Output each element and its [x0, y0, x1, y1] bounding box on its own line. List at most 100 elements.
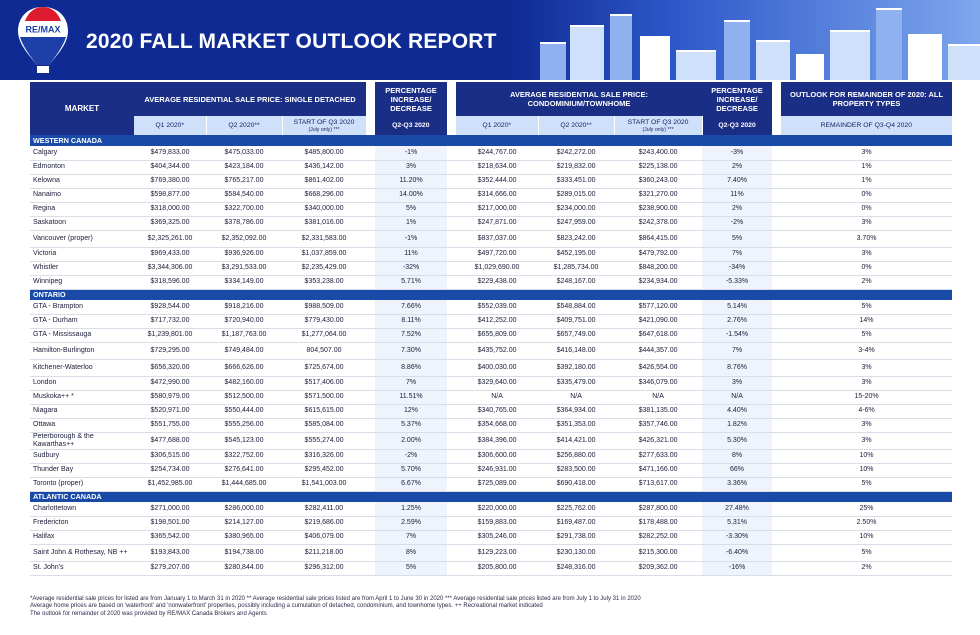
condo-header: AVERAGE RESIDENTIAL SALE PRICE: CONDOMIN…: [456, 82, 703, 116]
condo-change-cell: 1.82%: [702, 418, 773, 433]
sd-q1-cell: $254,734.00: [134, 463, 206, 478]
condo-q2-cell: $169,487.00: [538, 516, 615, 531]
condo-q3-cell: $282,252.00: [614, 530, 703, 545]
sd-change-cell: 7.52%: [375, 328, 448, 343]
condo-q3-cell: $243,400.00: [614, 146, 703, 161]
sd-q1-cell: $365,542.00: [134, 530, 206, 545]
market-name-cell: Hamilton-Burlington: [30, 342, 134, 360]
condo-q1-cell: $354,668.00: [456, 418, 539, 433]
sd-q3-cell: $517,406.00: [282, 376, 367, 391]
condo-q3-cell: $238,900.00: [614, 202, 703, 217]
table-row: Saint John & Rothesay, NB ++ $193,843.00 $…: [30, 544, 953, 562]
table-row: Thunder Bay $254,734.00 $276,641.00 $295,45…: [30, 463, 953, 478]
condo-change-cell: 2%: [702, 202, 773, 217]
condo-change-cell: 8%: [702, 449, 773, 464]
sd-q2-cell: $765,217.00: [206, 174, 282, 189]
sd-q1-cell: $271,000.00: [134, 502, 206, 517]
condo-q3-cell: $426,321.00: [614, 432, 703, 450]
condo-q3-cell: $360,243.00: [614, 174, 703, 189]
sd-q1-header: Q1 2020*: [134, 116, 207, 135]
header-banner: RE/MAX 2020 FALL MARKET OUTLOOK REPORT: [0, 0, 980, 80]
condo-q3-cell: $864,415.00: [614, 230, 703, 248]
market-name-cell: Kelowna: [30, 174, 134, 189]
sd-q1-cell: $717,732.00: [134, 314, 206, 329]
market-name-cell: Fredericton: [30, 516, 134, 531]
condo-q3-cell: N/A: [614, 390, 703, 405]
condo-q3-cell: $444,357.00: [614, 342, 703, 360]
market-name-cell: Calgary: [30, 146, 134, 161]
condo-change-cell: -34%: [702, 261, 773, 276]
outlook-cell: 2.50%: [781, 516, 953, 531]
condo-change-cell: 5.14%: [702, 300, 773, 315]
sd-q2-cell: $475,033.00: [206, 146, 282, 161]
condo-q1-cell: $247,871.00: [456, 216, 539, 231]
table-row: GTA - Durham $717,732.00 $720,940.00 $779,4…: [30, 314, 953, 329]
outlook-cell: 5%: [781, 300, 953, 315]
single-detached-pct-header: PERCENTAGE INCREASE/ DECREASE: [375, 82, 448, 116]
outlook-cell: 3%: [781, 247, 953, 262]
sd-q3-cell: $296,312.00: [282, 561, 367, 576]
market-name-cell: Kitchener-Waterloo: [30, 359, 134, 377]
table-row: Kelowna $769,380.00 $765,217.00 $861,402.00…: [30, 174, 953, 189]
sd-change-cell: 6.67%: [375, 477, 448, 492]
condo-q3-cell: $234,934.00: [614, 275, 703, 290]
condo-q3-cell: $471,166.00: [614, 463, 703, 478]
table-row: GTA - Brampton $928,544.00 $918,216.00 $988…: [30, 300, 953, 315]
outlook-cell: 0%: [781, 202, 953, 217]
condo-change-cell: -3%: [702, 146, 773, 161]
sd-q1-cell: $656,320.00: [134, 359, 206, 377]
sd-q2-cell: $720,940.00: [206, 314, 282, 329]
condo-q1-cell: $205,800.00: [456, 561, 539, 576]
outlook-cell: 10%: [781, 463, 953, 478]
outlook-sub-header: REMAINDER OF Q3-Q4 2020: [781, 116, 953, 135]
sd-q3-cell: $1,277,064.00: [282, 328, 367, 343]
condo-change-cell: 27.48%: [702, 502, 773, 517]
condo-q3-cell: $357,746.00: [614, 418, 703, 433]
sd-change-cell: 5.70%: [375, 463, 448, 478]
market-name-cell: Vancouver (proper): [30, 230, 134, 248]
condo-q1-cell: $229,438.00: [456, 275, 539, 290]
condo-change-cell: -1.54%: [702, 328, 773, 343]
condo-q2-cell: $452,195.00: [538, 247, 615, 262]
condo-q3-cell: $421,090.00: [614, 314, 703, 329]
sd-change-cell: 3%: [375, 160, 448, 175]
sd-change-cell: 7%: [375, 530, 448, 545]
sd-q3-cell: $615,615.00: [282, 404, 367, 419]
market-name-cell: GTA - Durham: [30, 314, 134, 329]
sd-q2-cell: $380,965.00: [206, 530, 282, 545]
market-name-cell: Thunder Bay: [30, 463, 134, 478]
condo-q2-cell: $416,148.00: [538, 342, 615, 360]
condo-q1-cell: $159,883.00: [456, 516, 539, 531]
market-name-cell: Halifax: [30, 530, 134, 545]
condo-q2-cell: $335,479.00: [538, 376, 615, 391]
table-row: Whistler $3,344,306.00 $3,291,533.00 $2,235…: [30, 261, 953, 276]
sd-q2-cell: $378,786.00: [206, 216, 282, 231]
condo-q2-cell: $333,451.00: [538, 174, 615, 189]
condo-q1-cell: $655,809.00: [456, 328, 539, 343]
sd-q1-cell: $520,971.00: [134, 404, 206, 419]
sd-change-cell: 5%: [375, 561, 448, 576]
outlook-cell: 5%: [781, 544, 953, 562]
sd-q2-cell: $276,641.00: [206, 463, 282, 478]
sd-change-cell: 12%: [375, 404, 448, 419]
sd-q1-cell: $477,688.00: [134, 432, 206, 450]
condo-change-cell: 3%: [702, 376, 773, 391]
sd-q1-cell: $279,207.00: [134, 561, 206, 576]
market-name-cell: St. John's: [30, 561, 134, 576]
condo-change-cell: 5.31%: [702, 516, 773, 531]
sd-q2-cell: $322,752.00: [206, 449, 282, 464]
condo-q2-cell: $283,500.00: [538, 463, 615, 478]
sd-q3-cell: $779,430.00: [282, 314, 367, 329]
condo-change-cell: 4.40%: [702, 404, 773, 419]
outlook-cell: 3%: [781, 216, 953, 231]
condo-q1-cell: $400,030.00: [456, 359, 539, 377]
sd-change-cell: -32%: [375, 261, 448, 276]
sd-change-cell: 1.25%: [375, 502, 448, 517]
condo-q1-cell: $412,252.00: [456, 314, 539, 329]
condo-q1-cell: $306,600.00: [456, 449, 539, 464]
sd-q1-cell: $769,380.00: [134, 174, 206, 189]
sd-q2-cell: $936,926.00: [206, 247, 282, 262]
condo-q3-cell: $321,270.00: [614, 188, 703, 203]
condo-change-cell: 5%: [702, 230, 773, 248]
outlook-cell: 3-4%: [781, 342, 953, 360]
